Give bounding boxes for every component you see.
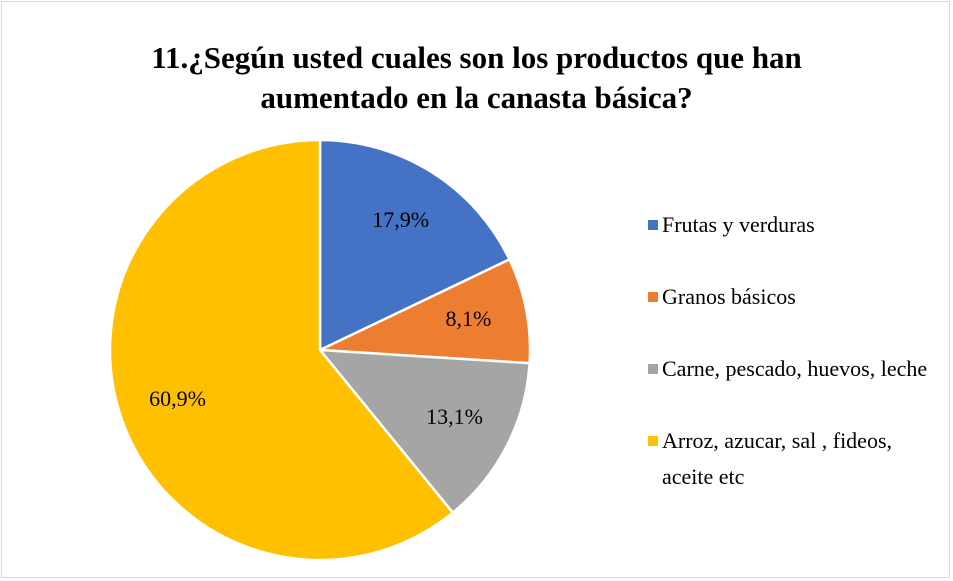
data-label: 17,9% xyxy=(372,207,429,232)
data-label: 13,1% xyxy=(426,404,483,429)
pie-slice xyxy=(317,348,531,515)
pie-slice xyxy=(315,257,532,365)
legend-item: Granos básicos xyxy=(648,279,948,315)
data-label: 8,1% xyxy=(446,306,492,331)
legend-label: Frutas y verduras xyxy=(662,212,815,237)
legend-item: Carne, pescado, huevos, leche xyxy=(648,351,948,387)
legend-label: Carne, pescado, huevos, leche xyxy=(662,356,928,381)
legend-swatch xyxy=(648,292,658,302)
legend-item: Arroz, azucar, sal , fideos, aceite etc xyxy=(648,423,948,495)
legend-label: Arroz, azucar, sal , fideos, aceite etc xyxy=(662,428,893,489)
legend-swatch xyxy=(648,220,658,230)
pie-slice xyxy=(108,138,455,562)
legend-swatch xyxy=(648,364,658,374)
pie-slice xyxy=(318,138,512,352)
legend-label: Granos básicos xyxy=(662,284,796,309)
data-label: 60,9% xyxy=(149,386,206,411)
legend-swatch xyxy=(648,436,658,446)
legend-item: Frutas y verduras xyxy=(648,207,948,243)
chart-title: 11.¿Según usted cuales son los productos… xyxy=(151,40,802,115)
